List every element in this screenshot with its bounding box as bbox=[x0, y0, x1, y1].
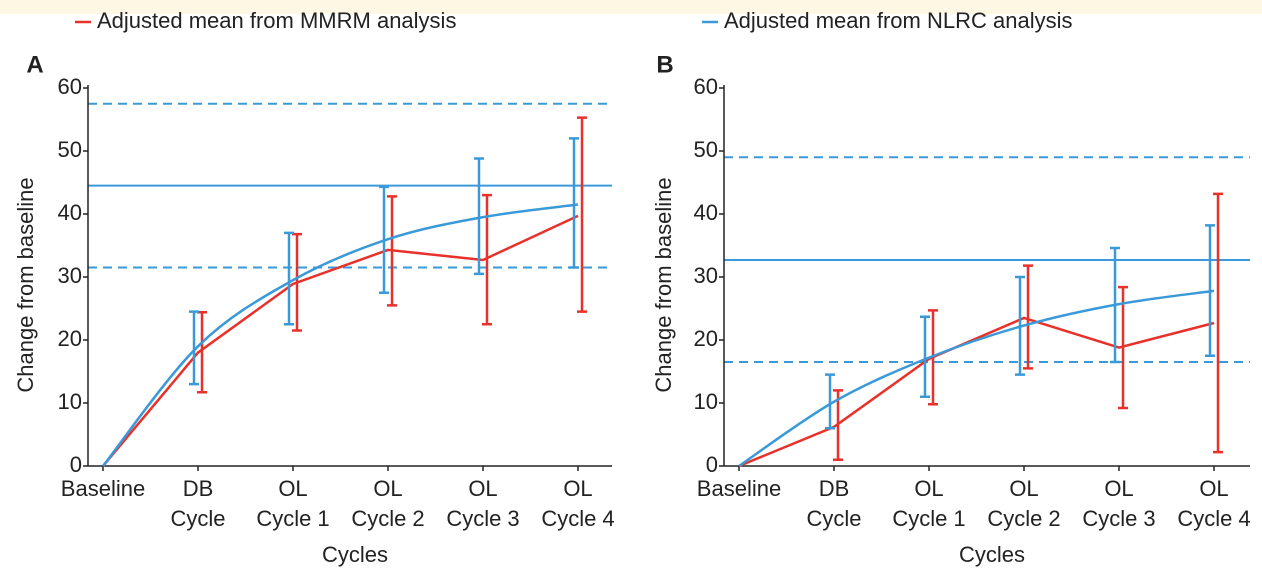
series-line bbox=[738, 289, 1215, 468]
x-tick-label: OL bbox=[1104, 476, 1133, 501]
x-tick-label: Cycle 3 bbox=[446, 506, 519, 531]
series-line bbox=[738, 316, 1215, 468]
error-bar bbox=[569, 137, 579, 269]
panel-label: B bbox=[656, 51, 673, 78]
error-bar bbox=[1023, 264, 1033, 370]
x-tick-label: Cycle bbox=[170, 506, 225, 531]
x-tick-label: Cycle 1 bbox=[892, 506, 965, 531]
y-tick-label: 10 bbox=[58, 389, 82, 414]
legend-label: Adjusted mean from MMRM analysis bbox=[97, 8, 456, 33]
top-band bbox=[0, 0, 1262, 14]
y-tick-label: 20 bbox=[58, 326, 82, 351]
legend-label: Adjusted mean from NLRC analysis bbox=[724, 8, 1072, 33]
y-tick-label: 50 bbox=[694, 137, 718, 162]
error-bar bbox=[1213, 192, 1223, 454]
series-line bbox=[102, 214, 579, 467]
y-tick-label: 40 bbox=[694, 200, 718, 225]
y-tick-label: 10 bbox=[694, 389, 718, 414]
x-axis-label: Cycles bbox=[322, 542, 388, 567]
x-tick-label: Cycle 2 bbox=[987, 506, 1060, 531]
y-tick-label: 60 bbox=[58, 74, 82, 99]
x-tick-label: OL bbox=[1009, 476, 1038, 501]
y-axis-label: Change from baseline bbox=[651, 177, 676, 392]
x-tick-label: OL bbox=[563, 476, 592, 501]
x-tick-label: Cycle 4 bbox=[1177, 506, 1250, 531]
x-tick-label: Cycle 4 bbox=[541, 506, 614, 531]
y-tick-label: 50 bbox=[58, 137, 82, 162]
error-bar bbox=[189, 310, 199, 386]
error-bar bbox=[920, 315, 930, 398]
x-tick-label: OL bbox=[278, 476, 307, 501]
x-tick-label: Baseline bbox=[61, 476, 145, 501]
y-tick-label: 60 bbox=[694, 74, 718, 99]
series-line bbox=[102, 203, 579, 467]
y-tick-label: 0 bbox=[70, 452, 82, 477]
y-tick-label: 40 bbox=[58, 200, 82, 225]
x-tick-label: Cycle 3 bbox=[1082, 506, 1155, 531]
x-tick-label: OL bbox=[468, 476, 497, 501]
panel-label: A bbox=[26, 51, 43, 78]
y-tick-label: 20 bbox=[694, 326, 718, 351]
error-bar bbox=[474, 157, 484, 276]
error-bar bbox=[284, 231, 294, 326]
x-tick-label: Cycle bbox=[806, 506, 861, 531]
x-tick-label: Baseline bbox=[697, 476, 781, 501]
x-tick-label: OL bbox=[373, 476, 402, 501]
error-bar bbox=[825, 373, 835, 430]
y-tick-label: 30 bbox=[58, 263, 82, 288]
y-tick-label: 30 bbox=[694, 263, 718, 288]
error-bar bbox=[577, 116, 587, 313]
x-tick-label: DB bbox=[183, 476, 214, 501]
x-tick-label: OL bbox=[914, 476, 943, 501]
y-tick-label: 0 bbox=[706, 452, 718, 477]
y-axis-label: Change from baseline bbox=[13, 177, 38, 392]
x-axis-label: Cycles bbox=[959, 542, 1025, 567]
x-tick-label: OL bbox=[1199, 476, 1228, 501]
x-tick-label: DB bbox=[819, 476, 850, 501]
x-tick-label: Cycle 2 bbox=[351, 506, 424, 531]
x-tick-label: Cycle 1 bbox=[256, 506, 329, 531]
